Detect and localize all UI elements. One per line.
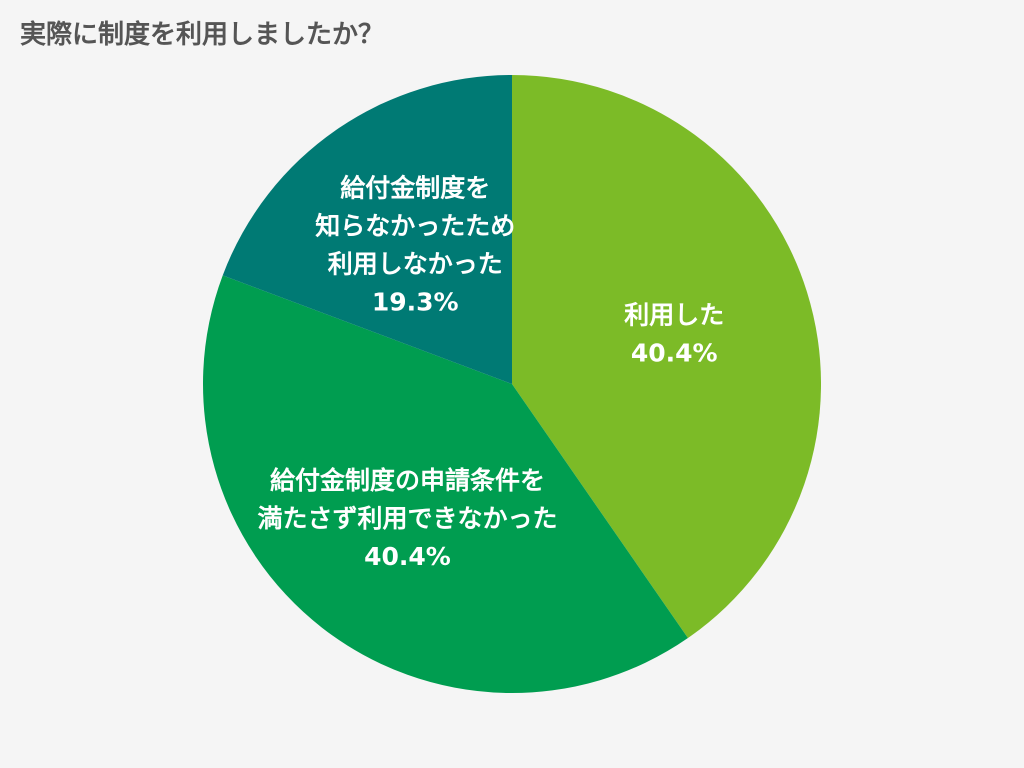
- slice-label-line: 給付金制度を: [340, 173, 490, 202]
- slice-label-3: 給付金制度を知らなかったため利用しなかった 19.3%: [315, 173, 515, 316]
- slice-value-label: 19.3%: [372, 287, 459, 316]
- slice-label-line: 満たさず利用できなかった: [257, 504, 557, 533]
- slice-label-2: 給付金制度の申請条件を満たさず利用できなかった 40.4%: [257, 466, 557, 571]
- chart-title: 実際に制度を利用しましたか？: [20, 20, 385, 50]
- slice-label-1: 利用した 40.4%: [624, 300, 724, 367]
- slice-value-label: 40.4%: [631, 338, 718, 367]
- slice-label-line: 知らなかったため: [315, 211, 515, 240]
- slice-value-label: 40.4%: [364, 542, 451, 571]
- pie-slice-2: [202, 275, 688, 694]
- slice-label-line: 給付金制度の申請条件を: [270, 466, 545, 495]
- pie-slice-3: [222, 75, 513, 384]
- slice-label-line: 利用した: [624, 300, 724, 329]
- slice-label-line: 利用しなかった: [328, 249, 503, 278]
- pie-slice-1: [512, 75, 822, 639]
